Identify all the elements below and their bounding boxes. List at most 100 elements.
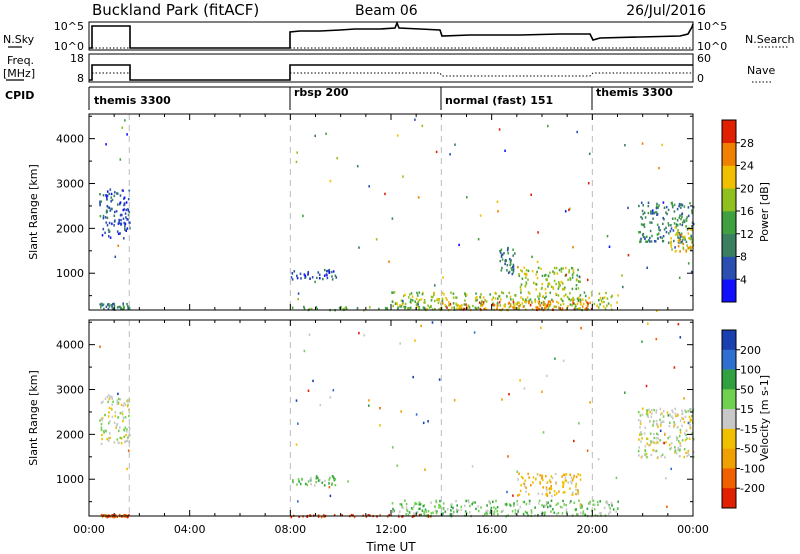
scatter-cell [113,441,116,444]
scatter-cell [307,480,310,483]
scatter-cell [482,296,485,299]
scatter-cell [547,285,549,288]
scatter-cell [582,298,584,301]
scatter-cell [551,298,553,301]
scatter-cell [506,264,509,267]
scatter-cell [388,260,390,263]
scatter-cell [552,508,554,511]
scatter-cell [674,217,677,220]
colorbar-tick-label: 24 [740,160,754,173]
scatter-cell [507,252,509,255]
scatter-cell [615,510,617,513]
scatter-cell [663,218,665,221]
scatter-cell [298,515,300,518]
scatter-cell [522,297,524,301]
scatter-cell [555,503,558,506]
scatter-cell [692,450,695,454]
scatter-cell [653,436,656,440]
scatter-cell [577,299,580,302]
scatter-cell [582,302,585,305]
scatter-cell [674,423,676,426]
scatter-cell [124,212,127,215]
scatter-cell [689,237,691,240]
scatter-cell [375,238,378,241]
scatter-cell [677,231,679,235]
scatter-cell [537,307,540,310]
scatter-cell [656,309,658,312]
scatter-cell [692,222,695,226]
scatter-cell [567,481,570,484]
scatter-cell [549,491,551,494]
scatter-cell [353,515,356,519]
scatter-cell [665,441,667,444]
scatter-cell [442,502,445,505]
scatter-cell [464,299,466,302]
scatter-cell [691,241,693,244]
scatter-cell [392,507,394,511]
scatter-cell [500,253,503,257]
scatter-cell [577,287,580,290]
scatter-cell [678,236,680,240]
scatter-cell [544,505,546,508]
scatter-cell [419,503,422,506]
scatter-cell [528,292,531,295]
scatter-cell [510,267,513,270]
scatter-cell [434,509,437,512]
scatter-cell [557,287,560,290]
scatter-cell [116,192,118,195]
scatter-cell [391,217,394,220]
scatter-cell [127,449,130,452]
scatter-cell [126,428,128,431]
colorbar-segment [722,256,736,280]
scatter-cell [660,455,663,458]
x-tick-label: 04:00 [174,523,206,536]
scatter-cell [301,478,303,481]
scatter-cell [651,234,653,238]
scatter-cell [416,291,418,295]
scatter-cell [105,143,107,146]
scatter-cell [689,202,691,205]
scatter-cell [415,502,418,505]
scatter-cell [124,228,126,231]
scatter-cell [577,268,579,272]
scatter-cell [639,414,642,417]
scatter-cell [580,504,583,507]
scatter-cell [118,305,121,309]
scatter-cell [677,236,679,239]
scatter-cell [592,503,594,506]
scatter-cell [522,500,525,504]
scatter-cell [447,508,449,511]
scatter-cell [575,485,577,488]
scatter-cell [608,505,611,508]
scatter-cell [579,473,582,477]
scatter-cell [571,479,574,482]
scatter-cell [126,467,128,471]
scatter-cell [107,308,110,311]
y-tick-label: 2000 [56,222,84,235]
x-tick-label: 00:00 [677,523,709,536]
scatter-cell [121,412,124,416]
scatter-cell [418,291,421,294]
scatter-cell [640,237,642,241]
scatter-cell [547,300,550,303]
scatter-cell [562,359,565,362]
scatter-cell [341,514,343,517]
colorbar-segment [722,349,736,370]
scatter-cell [584,307,586,311]
scatter-cell [519,505,522,509]
scatter-cell [473,331,476,334]
scatter-cell [544,511,546,514]
scatter-cell [654,240,657,243]
scatter-cell [453,399,456,402]
scatter-cell [587,302,589,305]
scatter-cell [504,303,506,306]
scatter-cell [368,399,370,402]
scatter-cell [545,295,547,298]
scatter-cell [643,223,646,226]
scatter-cell [550,285,553,288]
scatter-cell [530,509,533,512]
scatter-cell [583,291,586,294]
scatter-cell [499,259,502,263]
scatter-cell [565,504,567,507]
